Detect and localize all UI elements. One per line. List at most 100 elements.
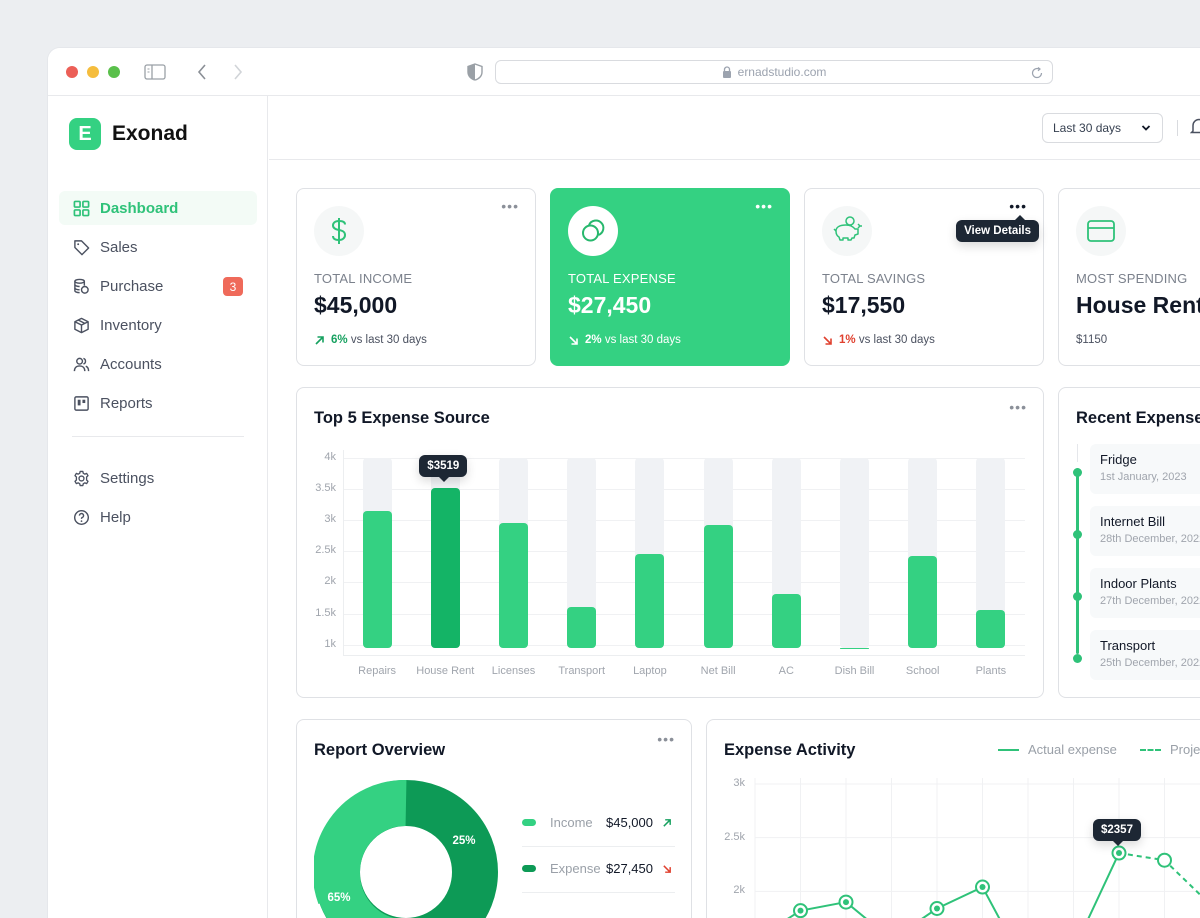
timeline-dot <box>1073 468 1082 477</box>
timeline-dot <box>1073 530 1082 539</box>
x-axis-label: Laptop <box>615 665 685 677</box>
bar-transport[interactable] <box>567 607 596 648</box>
sidebar-item-label: Settings <box>100 470 154 487</box>
chevron-down-icon <box>1140 122 1152 134</box>
x-axis-label: School <box>888 665 958 677</box>
trend-down-icon <box>568 335 579 346</box>
address-bar[interactable]: ernadstudio.com <box>495 60 1053 84</box>
report-donut-chart: 25% 65% <box>314 780 498 918</box>
back-arrow-icon[interactable] <box>197 63 207 81</box>
more-options-button[interactable]: ••• <box>1009 202 1027 210</box>
bar-net-bill[interactable] <box>704 525 733 648</box>
bar-plants[interactable] <box>976 610 1005 648</box>
y-axis-tick: 1.5k <box>306 607 336 619</box>
lock-icon <box>722 66 732 78</box>
sidebar-item-reports[interactable]: Reports <box>59 386 257 420</box>
stat-value: House Rent <box>1076 292 1200 319</box>
x-axis-label: Transport <box>547 665 617 677</box>
slice-label-expense: 25% <box>452 835 475 847</box>
grid-icon <box>73 200 90 217</box>
sidebar-item-label: Dashboard <box>100 200 178 217</box>
stat-card-total-savings: ••• View Details TOTAL SAVINGS $17,550 1… <box>804 188 1044 366</box>
timeline-dot <box>1073 654 1082 663</box>
legend-swatch <box>522 865 536 872</box>
bar-ac[interactable] <box>772 594 801 648</box>
view-details-tooltip[interactable]: View Details <box>956 220 1039 242</box>
y-axis-tick: 2k <box>306 575 336 587</box>
sidebar-item-dashboard[interactable]: Dashboard <box>59 191 257 225</box>
more-options-button[interactable]: ••• <box>755 202 773 210</box>
card-title: Report Overview <box>314 741 445 760</box>
browser-window: ernadstudio.com E Exonad Dashboard Sales… <box>48 48 1200 918</box>
logo-mark-icon: E <box>69 118 101 150</box>
coins-icon <box>73 278 90 295</box>
sidebar-item-label: Reports <box>100 395 153 412</box>
stat-change: 6% vs last 30 days <box>314 334 427 346</box>
sidebar-item-inventory[interactable]: Inventory <box>59 308 257 342</box>
more-options-button[interactable]: ••• <box>657 735 675 743</box>
shield-icon[interactable] <box>467 63 483 81</box>
stat-value: $17,550 <box>822 292 905 319</box>
minimize-window-button[interactable] <box>87 66 99 78</box>
sidebar: E Exonad Dashboard Sales Purchase 3 Inve… <box>48 96 268 918</box>
more-options-button[interactable]: ••• <box>501 202 519 210</box>
sidebar-toggle-icon[interactable] <box>144 64 166 80</box>
bar-licenses[interactable] <box>499 523 528 648</box>
brand-name: Exonad <box>112 122 188 146</box>
forward-arrow-icon[interactable] <box>233 63 243 81</box>
date-range-value: Last 30 days <box>1053 121 1121 135</box>
board-icon <box>73 395 90 412</box>
more-options-button[interactable]: ••• <box>1009 403 1027 411</box>
card-title: Top 5 Expense Source <box>314 409 490 428</box>
trend-down-icon <box>662 864 672 874</box>
maximize-window-button[interactable] <box>108 66 120 78</box>
bar-house-rent[interactable] <box>431 488 460 648</box>
sidebar-item-settings[interactable]: Settings <box>59 461 257 495</box>
slice-label-income: 65% <box>327 892 350 904</box>
bar-school[interactable] <box>908 556 937 648</box>
line-tooltip: $2357 <box>1093 819 1141 841</box>
tag-icon <box>73 239 90 256</box>
sidebar-item-accounts[interactable]: Accounts <box>59 347 257 381</box>
sidebar-item-sales[interactable]: Sales <box>59 230 257 264</box>
bar-repairs[interactable] <box>363 511 392 648</box>
bar-tooltip: $3519 <box>419 455 467 477</box>
y-axis-tick: 3k <box>715 777 745 789</box>
trend-up-icon <box>662 818 672 828</box>
box-icon <box>73 317 90 334</box>
bar-laptop[interactable] <box>635 554 664 648</box>
date-range-select[interactable]: Last 30 days <box>1042 113 1163 143</box>
gear-icon <box>73 470 90 487</box>
help-icon <box>73 509 90 526</box>
brand-logo[interactable]: E Exonad <box>69 118 188 150</box>
sidebar-divider <box>72 436 244 437</box>
stat-change: 1% vs last 30 days <box>822 334 935 346</box>
y-axis-tick: 3.5k <box>306 482 336 494</box>
sidebar-item-purchase[interactable]: Purchase 3 <box>59 269 257 303</box>
sidebar-item-label: Purchase <box>100 278 163 295</box>
legend-swatch <box>522 819 536 826</box>
card-title: Recent Expenses <box>1076 409 1200 428</box>
x-axis-label: Dish Bill <box>820 665 890 677</box>
topbar-divider <box>1177 120 1178 136</box>
reload-icon[interactable] <box>1030 66 1044 80</box>
bell-icon[interactable] <box>1190 117 1200 137</box>
sidebar-item-label: Sales <box>100 239 138 256</box>
close-window-button[interactable] <box>66 66 78 78</box>
y-axis-tick: 1k <box>306 638 336 650</box>
stat-label: TOTAL SAVINGS <box>822 271 925 286</box>
stat-card-total-expense: ••• TOTAL EXPENSE $27,450 2% vs last 30 … <box>550 188 790 366</box>
timeline-dot <box>1073 592 1082 601</box>
x-axis-label: Plants <box>956 665 1026 677</box>
purchase-count-badge: 3 <box>223 277 243 296</box>
y-axis-tick: 2.5k <box>306 544 336 556</box>
x-axis-label: AC <box>751 665 821 677</box>
y-axis-tick: 2k <box>715 884 745 896</box>
sidebar-item-help[interactable]: Help <box>59 500 257 534</box>
sidebar-item-label: Accounts <box>100 356 162 373</box>
